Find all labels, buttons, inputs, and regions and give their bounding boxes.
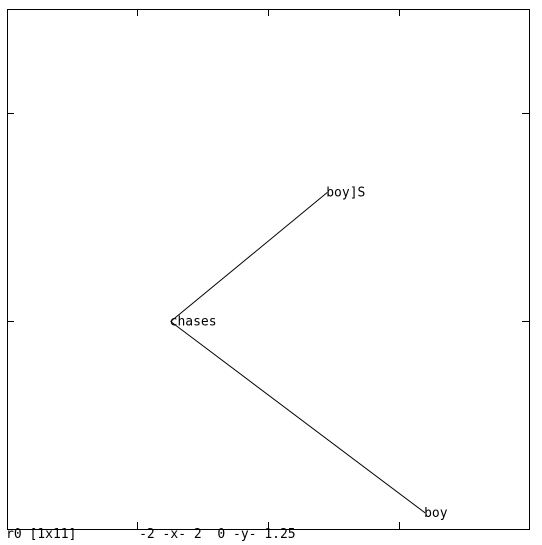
frame <box>7 9 530 530</box>
plot-border <box>7 9 530 530</box>
nodes-group: chases boy]S boy <box>170 186 448 521</box>
status-matrix: r0 [1x11] <box>6 527 77 542</box>
status-x-range: -2 -x- 2 <box>139 527 202 542</box>
node-label-boyJS: boy]S <box>326 186 365 201</box>
node-label-chases: chases <box>170 315 217 330</box>
status-y-range: 0 -y- 1.25 <box>217 527 296 542</box>
node-label-boy: boy <box>424 506 448 521</box>
status-bar: r0 [1x11] -2 -x- 2 0 -y- 1.25 <box>6 527 296 543</box>
edge-chases-boyJS <box>170 192 328 322</box>
edge-chases-boy <box>170 321 426 514</box>
edges-group <box>170 192 426 514</box>
